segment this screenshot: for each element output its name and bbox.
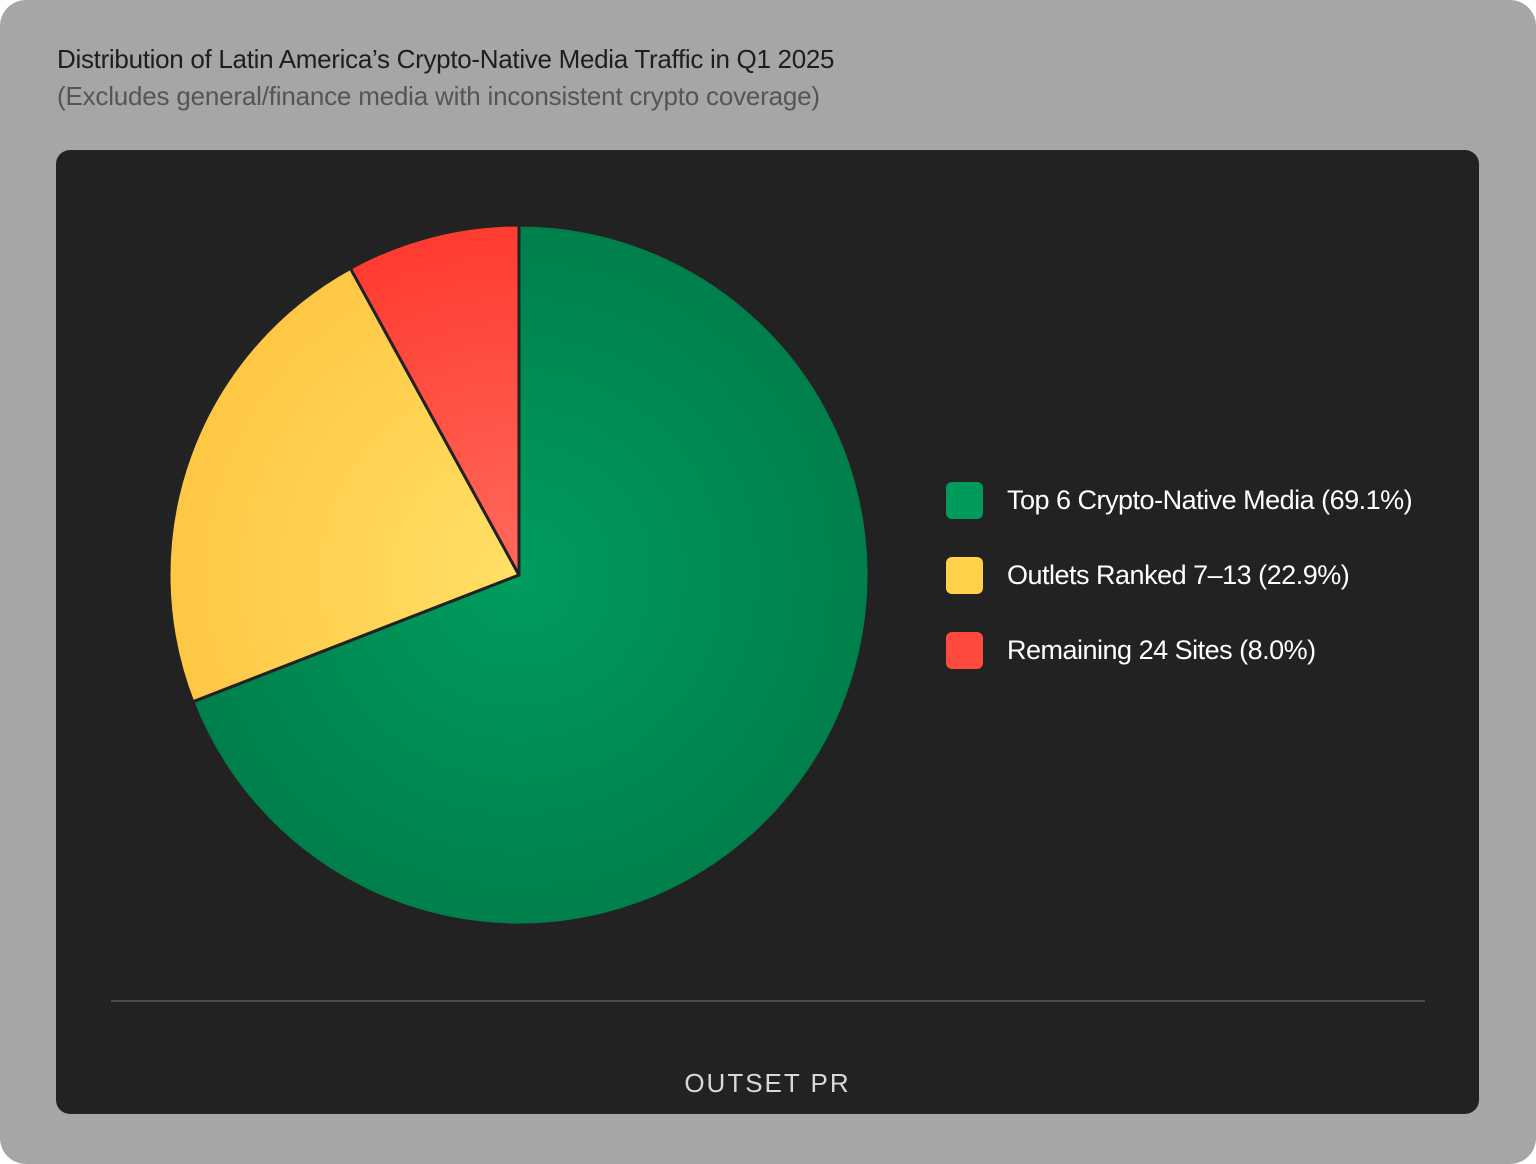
pie-slice-ranked-7-13 — [167, 266, 521, 704]
legend-swatch — [946, 557, 983, 594]
divider — [111, 1000, 1425, 1002]
pie-slice-remaining-24 — [348, 223, 521, 577]
chart-title: Distribution of Latin America’s Crypto-N… — [57, 44, 835, 74]
legend-swatch — [946, 632, 983, 669]
brand-logo: OUTSET PR — [684, 1068, 851, 1098]
legend-swatch — [946, 482, 983, 519]
legend-label: Top 6 Crypto-Native Media (69.1%) — [1007, 485, 1413, 515]
chart-panel: Top 6 Crypto-Native Media (69.1%) Outlet… — [56, 150, 1479, 1114]
pie-chart — [167, 223, 871, 927]
pie-slice-top-6 — [191, 223, 871, 927]
legend-label: Outlets Ranked 7–13 (22.9%) — [1007, 560, 1350, 590]
legend-label: Remaining 24 Sites (8.0%) — [1007, 635, 1316, 665]
chart-subtitle: (Excludes general/finance media with inc… — [57, 81, 820, 111]
